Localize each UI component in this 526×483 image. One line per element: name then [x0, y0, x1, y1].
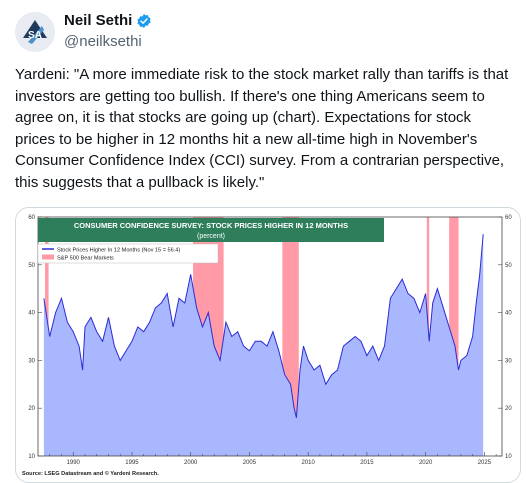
author-handle[interactable]: @neilksethi: [64, 33, 142, 50]
tweet-text: Yardeni: "A more immediate risk to the s…: [15, 66, 509, 191]
y-tick-label-right: 60: [505, 215, 512, 221]
legend-series-label: Stock Prices Higher In 12 Months (Nov 15…: [57, 248, 180, 254]
y-tick-label-right: 30: [505, 358, 512, 364]
author-name[interactable]: Neil Sethi: [64, 12, 133, 29]
x-tick-label: 2015: [360, 460, 374, 466]
x-tick-label: 2000: [184, 460, 198, 466]
x-tick-label: 2010: [301, 460, 315, 466]
logo-avatar-icon: SA: [15, 12, 55, 52]
x-tick-label: 2025: [478, 460, 492, 466]
y-tick-label-left: 50: [28, 263, 35, 269]
x-tick-label: 1995: [125, 460, 139, 466]
y-tick-label-left: 40: [28, 311, 35, 317]
plot-frame: [37, 216, 503, 457]
y-tick-label-right: 50: [505, 263, 512, 269]
svg-text:SA: SA: [28, 30, 42, 41]
bear-market-band: [449, 217, 459, 456]
legend-bear-label: S&P 500 Bear Markets: [57, 256, 114, 262]
y-tick-label-left: 20: [28, 406, 35, 412]
chart-legend: [37, 243, 219, 264]
y-tick-label-right: 20: [505, 406, 512, 412]
verified-badge-icon: [137, 13, 151, 28]
chart-title-bar: [38, 218, 384, 242]
chart-subtitle: (percent): [197, 233, 225, 240]
x-tick-label: 2005: [243, 460, 257, 466]
x-tick-label: 1990: [67, 460, 81, 466]
author-name-row[interactable]: Neil Sethi: [64, 12, 152, 29]
y-tick-label-right: 10: [505, 454, 512, 460]
chart-source: Source: LSEG Datastream and © Yardeni Re…: [22, 470, 159, 477]
y-tick-label-right: 40: [505, 311, 512, 317]
y-tick-label-left: 60: [28, 215, 35, 221]
tweet-media[interactable]: 10 20 30 40 50 60 10 20 30 40 50 60 1990 1995 2000 20…: [15, 207, 521, 483]
series-area: [43, 234, 484, 456]
y-tick-label-left: 10: [28, 454, 35, 460]
avatar[interactable]: SA: [15, 12, 55, 52]
x-tick-label: 2020: [419, 460, 433, 466]
chart: 10 20 30 40 50 60 10 20 30 40 50 60 1990 1995 2000 20…: [16, 208, 520, 482]
y-tick-label-left: 30: [28, 358, 35, 364]
chart-title: CONSUMER CONFIDENCE SURVEY: STOCK PRICES…: [74, 221, 348, 230]
series-line: [43, 234, 484, 418]
legend-bear-swatch: [42, 254, 54, 260]
